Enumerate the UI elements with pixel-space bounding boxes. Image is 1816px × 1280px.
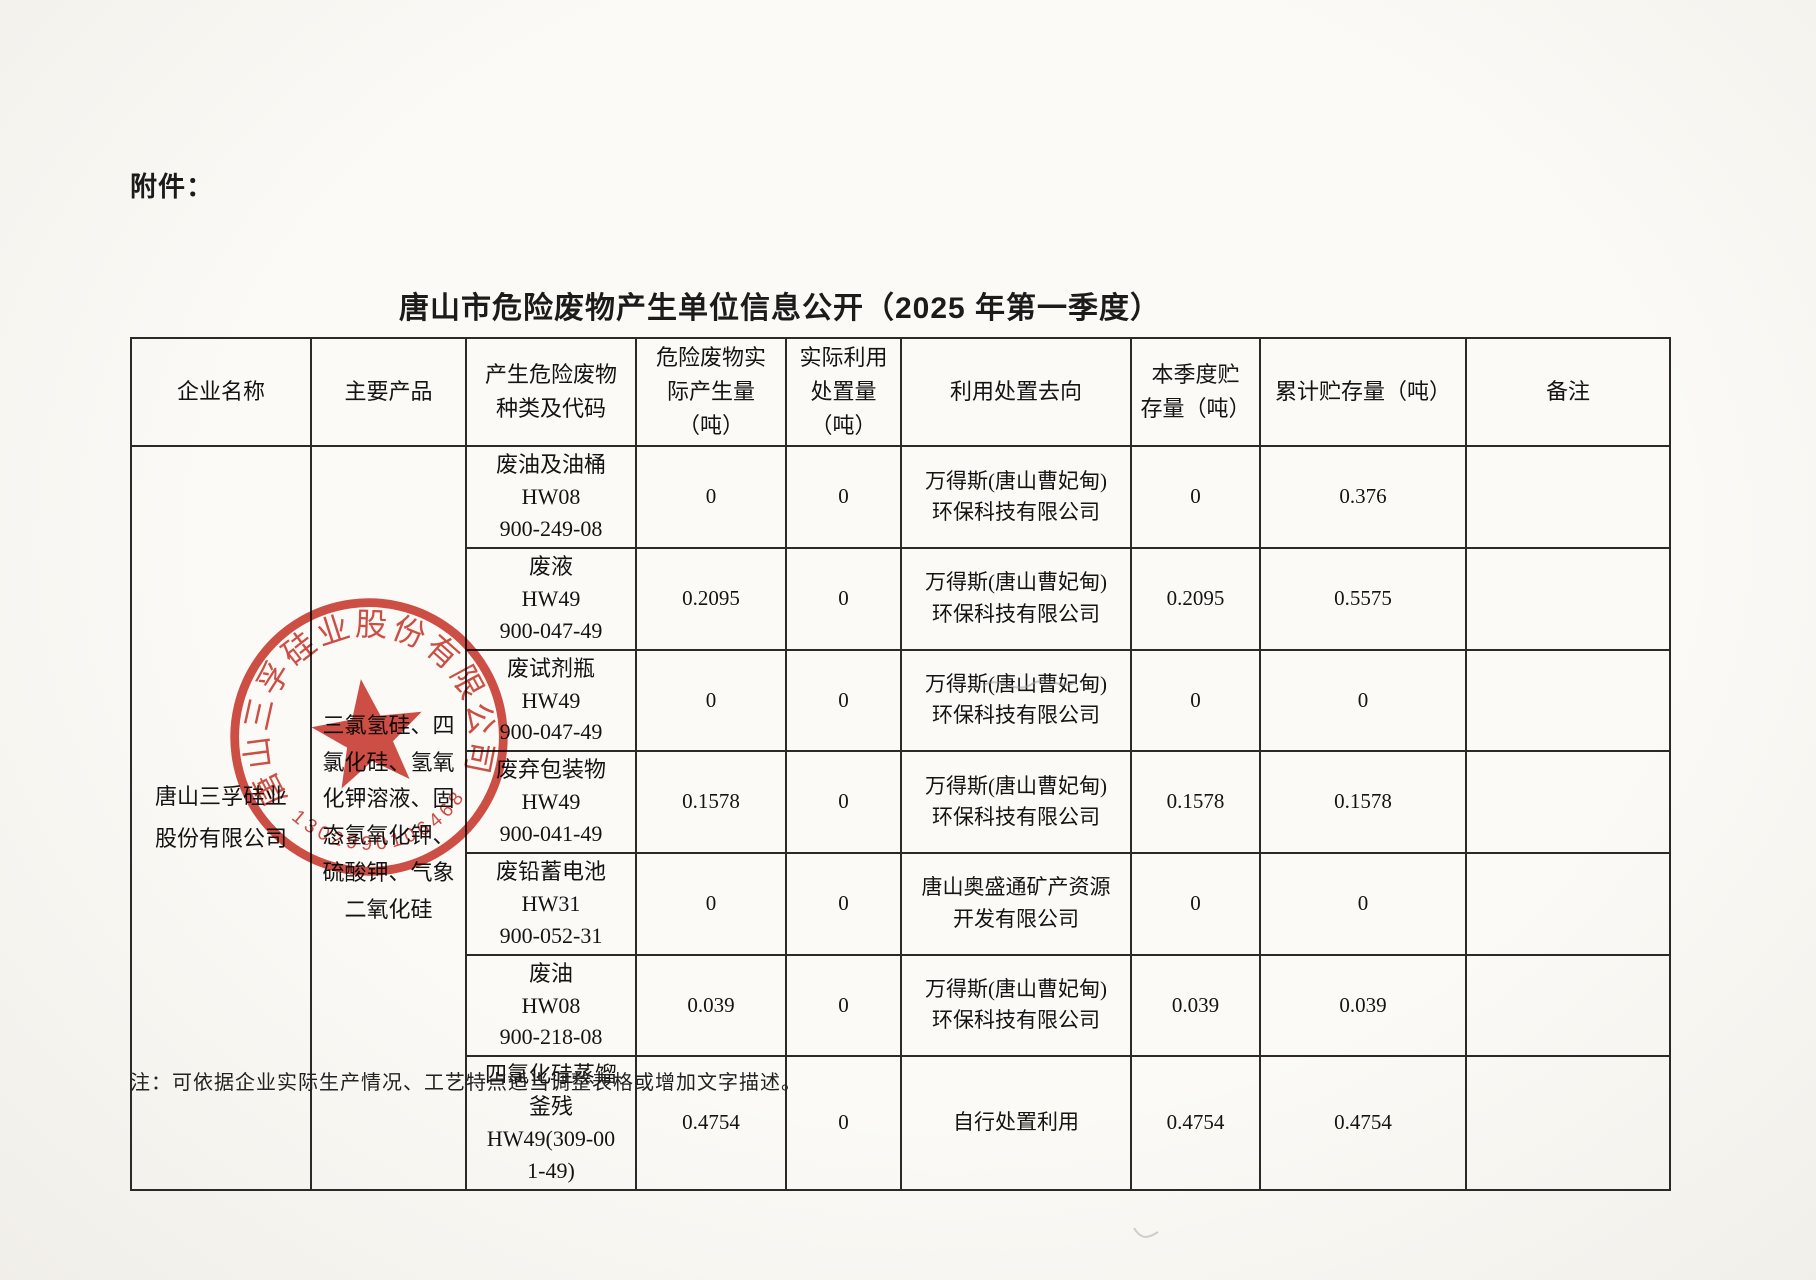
- waste-type-cell: 四氯化硅蒸馏 釜残 HW49(309-00 1-49): [465, 1055, 637, 1191]
- waste-type-cell: 废试剂瓶 HW49 900-047-49: [465, 648, 637, 753]
- disposed-amount-cell: 0: [785, 1055, 902, 1191]
- quarter-storage-cell: 0: [1130, 445, 1261, 549]
- table-row: 废铅蓄电池 HW31 900-052-31 0 0 唐山奥盛通矿产资源 开发有限…: [131, 851, 1671, 956]
- generated-amount-cell: 0.4754: [635, 1055, 787, 1191]
- table-row: 废液 HW49 900-047-49 0.2095 0 万得斯(唐山曹妃甸) 环…: [131, 546, 1671, 651]
- cumulative-storage-cell: 0.4754: [1259, 1055, 1467, 1191]
- table-header-row: 企业名称 主要产品 产生危险废物 种类及代码 危险废物实 际产生量 （吨） 实际…: [130, 336, 1671, 448]
- waste-type-cell: 废液 HW49 900-047-49: [465, 546, 637, 651]
- disposed-amount-cell: 0: [785, 648, 902, 753]
- quarter-storage-cell: 0.2095: [1130, 546, 1261, 651]
- table-row: 废弃包装物 HW49 900-041-49 0.1578 0 万得斯(唐山曹妃甸…: [131, 750, 1671, 854]
- attachment-label: 附件：: [130, 172, 214, 202]
- header-waste-type: 产生危险废物 种类及代码: [465, 336, 637, 448]
- cumulative-storage-cell: 0.1578: [1259, 750, 1467, 854]
- disposed-amount-cell: 0: [785, 445, 902, 549]
- cumulative-storage-cell: 0.039: [1259, 953, 1467, 1058]
- header-disposed: 实际利用 处置量 （吨）: [785, 336, 902, 448]
- destination-cell: 自行处置利用: [900, 1055, 1132, 1191]
- destination-cell: 万得斯(唐山曹妃甸) 环保科技有限公司: [900, 445, 1132, 549]
- remark-cell: [1465, 546, 1671, 651]
- waste-type-cell: 废油 HW08 900-218-08: [465, 953, 637, 1058]
- disposed-amount-cell: 0: [785, 750, 902, 854]
- remark-cell: [1465, 750, 1671, 854]
- header-remark: 备注: [1465, 336, 1671, 448]
- cumulative-storage-cell: 0: [1259, 648, 1467, 753]
- header-company: 企业名称: [130, 336, 312, 448]
- generated-amount-cell: 0: [635, 851, 787, 956]
- waste-type-cell: 废弃包装物 HW49 900-041-49: [465, 750, 637, 854]
- quarter-storage-cell: 0.4754: [1130, 1055, 1261, 1191]
- table-row: 四氯化硅蒸馏 釜残 HW49(309-00 1-49) 0.4754 0 自行处…: [131, 1055, 1671, 1191]
- disposed-amount-cell: 0: [785, 953, 902, 1058]
- disposed-amount-cell: 0: [785, 546, 902, 651]
- destination-cell: 万得斯(唐山曹妃甸) 环保科技有限公司: [900, 648, 1132, 753]
- quarter-storage-cell: 0: [1130, 648, 1261, 753]
- generated-amount-cell: 0: [635, 445, 787, 549]
- destination-cell: 万得斯(唐山曹妃甸) 环保科技有限公司: [900, 953, 1132, 1058]
- remark-cell: [1465, 648, 1671, 753]
- table-footnote: 注：可依据企业实际生产情况、工艺特点适当调整表格或增加文字描述。: [130, 1072, 802, 1094]
- generated-amount-cell: 0.039: [635, 953, 787, 1058]
- header-main-products: 主要产品: [310, 336, 467, 448]
- quarter-storage-cell: 0.039: [1130, 953, 1261, 1058]
- header-generated: 危险废物实 际产生量 （吨）: [635, 336, 787, 448]
- disposed-amount-cell: 0: [785, 851, 902, 956]
- quarter-storage-cell: 0: [1130, 851, 1261, 956]
- remark-cell: [1465, 851, 1671, 956]
- cumulative-storage-cell: 0: [1259, 851, 1467, 956]
- destination-cell: 万得斯(唐山曹妃甸) 环保科技有限公司: [900, 546, 1132, 651]
- header-quarter-storage: 本季度贮 存量（吨）: [1130, 336, 1261, 448]
- table-row: 唐山三孚硅业 股份有限公司 三氯氢硅、四 氯化硅、氢氧 化钾溶液、固 态氢氧化钾…: [130, 445, 1671, 1191]
- page-title: 唐山市危险废物产生单位信息公开（2025 年第一季度）: [398, 292, 1162, 325]
- cumulative-storage-cell: 0.376: [1259, 445, 1467, 549]
- quarter-storage-cell: 0.1578: [1130, 750, 1261, 854]
- header-cumulative-storage: 累计贮存量（吨）: [1259, 336, 1467, 448]
- remark-cell: [1465, 953, 1671, 1058]
- cumulative-storage-cell: 0.5575: [1259, 546, 1467, 651]
- destination-cell: 唐山奥盛通矿产资源 开发有限公司: [900, 851, 1132, 956]
- remark-cell: [1465, 445, 1671, 549]
- table-row: 废试剂瓶 HW49 900-047-49 0 0 万得斯(唐山曹妃甸) 环保科技…: [131, 648, 1671, 753]
- header-destination: 利用处置去向: [900, 336, 1132, 448]
- hazardous-waste-table: 企业名称 主要产品 产生危险废物 种类及代码 危险废物实 际产生量 （吨） 实际…: [130, 336, 1671, 1191]
- generated-amount-cell: 0.2095: [635, 546, 787, 651]
- remark-cell: [1465, 1055, 1671, 1191]
- destination-cell: 万得斯(唐山曹妃甸) 环保科技有限公司: [900, 750, 1132, 854]
- generated-amount-cell: 0.1578: [635, 750, 787, 854]
- waste-type-cell: 废铅蓄电池 HW31 900-052-31: [465, 851, 637, 956]
- scan-artifact-mark: [1133, 1227, 1159, 1238]
- generated-amount-cell: 0: [635, 648, 787, 753]
- waste-type-cell: 废油及油桶 HW08 900-249-08: [465, 445, 637, 549]
- table-row: 废油 HW08 900-218-08 0.039 0 万得斯(唐山曹妃甸) 环保…: [131, 953, 1671, 1058]
